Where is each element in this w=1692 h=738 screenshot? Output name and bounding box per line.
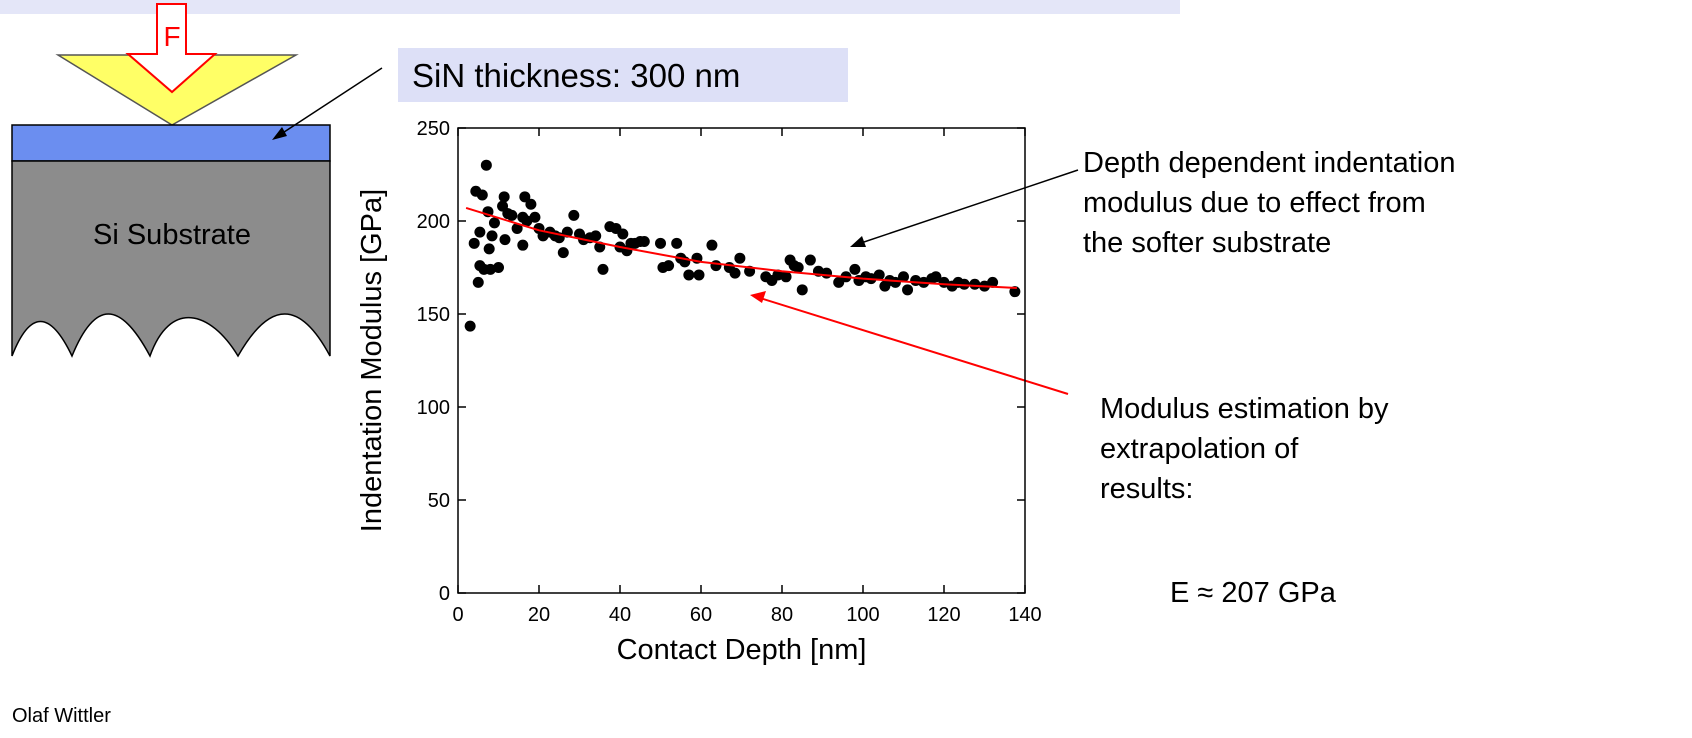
point <box>499 234 511 246</box>
x-axis-label: Contact Depth [nm] <box>617 634 867 666</box>
point <box>480 159 492 171</box>
point <box>663 260 675 272</box>
author: Olaf Wittler <box>12 705 111 727</box>
point <box>483 243 495 255</box>
point <box>734 252 746 264</box>
point <box>873 269 885 281</box>
x-tick-label: 80 <box>771 604 793 626</box>
point <box>671 237 683 249</box>
x-tick-label: 140 <box>1008 604 1041 626</box>
y-tick-label: 250 <box>417 118 450 140</box>
point <box>493 262 504 273</box>
result: E ≈ 207 GPa <box>1170 577 1337 609</box>
point <box>511 222 523 234</box>
point <box>693 269 705 281</box>
substrate <box>11 160 331 358</box>
annotation: extrapolation of <box>1100 433 1299 465</box>
x-tick-label: 100 <box>846 604 879 626</box>
point <box>638 235 650 247</box>
y-tick-label: 150 <box>417 304 450 326</box>
point <box>474 226 486 238</box>
point <box>706 239 718 251</box>
point <box>710 260 722 272</box>
film-pointer <box>277 67 383 137</box>
x-tick-label: 40 <box>609 604 631 626</box>
annotation: the softer substrate <box>1083 227 1331 259</box>
point <box>969 278 981 290</box>
point <box>902 284 914 296</box>
annotation: Depth dependent indentation <box>1083 147 1455 179</box>
point <box>476 189 488 201</box>
annotation: modulus due to effect from <box>1083 187 1426 219</box>
point <box>568 209 580 221</box>
annotation: results: <box>1100 473 1193 505</box>
force-arrow <box>125 3 218 94</box>
point <box>468 237 480 249</box>
point <box>792 262 804 273</box>
point <box>889 276 901 288</box>
point <box>557 247 569 259</box>
point <box>898 271 909 283</box>
force-label: F <box>163 21 180 52</box>
point <box>958 278 970 290</box>
plot: 0 20 40 60 80 100 120 140 0 50 100 150 200 250 Contact… <box>356 118 1042 666</box>
y-tick-label: 0 <box>439 583 450 605</box>
point <box>796 284 808 296</box>
point <box>519 191 531 203</box>
point <box>597 263 609 275</box>
point <box>464 320 476 332</box>
y-tick-label: 200 <box>417 211 450 233</box>
point <box>804 254 816 266</box>
point <box>1009 286 1021 298</box>
point <box>683 269 695 281</box>
point <box>472 276 484 288</box>
point <box>849 263 861 275</box>
arrowhead <box>850 236 866 247</box>
x-tick-label: 0 <box>452 604 463 626</box>
point <box>525 198 537 210</box>
point <box>506 209 518 221</box>
y-tick-label: 100 <box>417 397 450 419</box>
point <box>821 267 833 279</box>
point <box>987 276 999 288</box>
point <box>486 230 498 242</box>
x-tick-label: 20 <box>528 604 550 626</box>
substrate-label: Si Substrate <box>93 219 251 251</box>
annotation: Modulus estimation by <box>1100 393 1389 425</box>
point <box>780 271 792 283</box>
point <box>488 217 500 229</box>
x-tick-label: 120 <box>927 604 960 626</box>
top-band <box>0 0 1180 14</box>
point <box>590 230 602 242</box>
point <box>729 267 741 279</box>
arrowhead <box>750 291 766 303</box>
x-tick-label: 60 <box>690 604 712 626</box>
point <box>498 191 510 203</box>
pointer <box>857 169 1079 245</box>
film-label: SiN thickness: 300 nm <box>412 57 740 94</box>
point <box>529 211 541 223</box>
pointer <box>759 297 1069 395</box>
film-box <box>398 48 848 102</box>
film <box>11 124 331 162</box>
plot-frame <box>457 127 1026 594</box>
fit-line <box>465 207 1017 289</box>
y-axis-label: Indentation Modulus [GPa] <box>356 189 388 532</box>
point <box>617 228 629 240</box>
y-tick-label: 50 <box>428 490 450 512</box>
point <box>517 239 529 251</box>
point <box>930 271 942 283</box>
point <box>655 237 666 249</box>
arrowhead <box>272 127 287 140</box>
